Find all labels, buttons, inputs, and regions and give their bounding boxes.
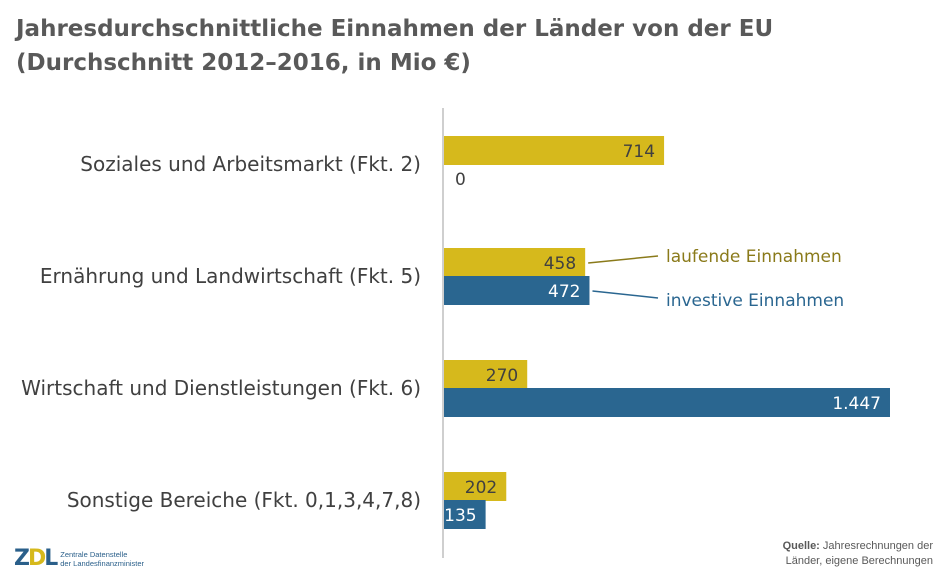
legend-leader-laufende	[588, 255, 659, 264]
source-line2: Länder, eigene Berechnungen	[785, 555, 933, 567]
value-label: 1.447	[832, 394, 881, 414]
bar-laufende	[444, 248, 586, 277]
bar-laufende	[444, 136, 665, 165]
chart-title-line1: Jahresdurchschnittliche Einnahmen der Lä…	[16, 16, 774, 42]
bar-investive	[444, 276, 590, 305]
value-label: 0	[455, 170, 466, 190]
source-prefix: Quelle:	[782, 540, 820, 552]
legend-laufende: laufende Einnahmen	[666, 247, 842, 267]
legend-leader-investive	[592, 290, 659, 299]
category-label: Soziales und Arbeitsmarkt (Fkt. 2)	[80, 152, 421, 176]
bar-laufende	[444, 472, 507, 501]
chart-title-line2: (Durchschnitt 2012–2016, in Mio €)	[16, 50, 471, 76]
value-label: 135	[444, 506, 476, 526]
value-label: 458	[544, 254, 576, 274]
logo-text-line1: Zentrale Datenstelle	[60, 549, 128, 559]
bar-investive	[444, 388, 890, 417]
bar-investive	[444, 500, 486, 529]
value-label: 472	[548, 282, 580, 302]
chart-title: Jahresdurchschnittliche Einnahmen der Lä…	[16, 12, 916, 80]
logo-text-line2: der Landesfinanzminister	[60, 558, 145, 568]
source-line1: Jahresrechnungen der	[822, 540, 933, 552]
value-label: 202	[465, 478, 497, 498]
category-label: Ernährung und Landwirtschaft (Fkt. 5)	[40, 264, 421, 288]
category-label: Sonstige Bereiche (Fkt. 0,1,3,4,7,8)	[67, 488, 421, 512]
zdl-logo: ZDL Zentrale Datenstelle der Landesfinan…	[14, 546, 144, 571]
legend-investive: investive Einnahmen	[666, 291, 844, 311]
category-label: Wirtschaft und Dienstleistungen (Fkt. 6)	[21, 376, 421, 400]
value-label: 714	[623, 142, 655, 162]
logo-mark: ZDL	[14, 546, 58, 571]
bar-laufende	[444, 360, 528, 389]
source-note: Quelle: Jahresrechnungen der Länder, eig…	[783, 539, 933, 569]
value-label: 270	[486, 366, 518, 386]
logo-text: Zentrale Datenstelle der Landesfinanzmin…	[60, 550, 144, 568]
